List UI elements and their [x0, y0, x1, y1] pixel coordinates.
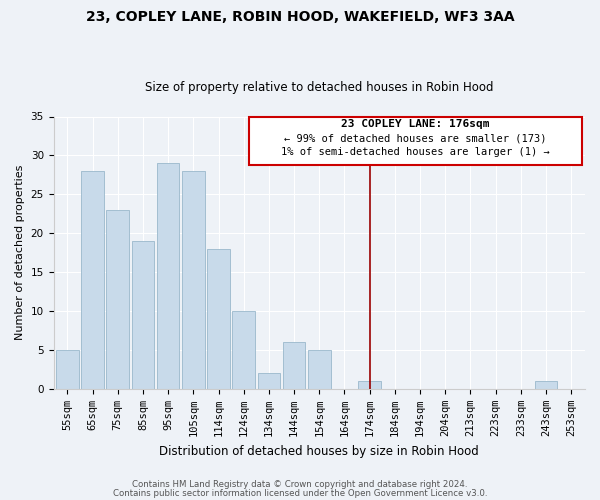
Bar	[157, 163, 179, 389]
Text: Contains HM Land Registry data © Crown copyright and database right 2024.: Contains HM Land Registry data © Crown c…	[132, 480, 468, 489]
X-axis label: Distribution of detached houses by size in Robin Hood: Distribution of detached houses by size …	[160, 444, 479, 458]
Text: ← 99% of detached houses are smaller (173): ← 99% of detached houses are smaller (17…	[284, 134, 547, 143]
Bar	[106, 210, 129, 389]
Bar	[283, 342, 305, 389]
Bar	[308, 350, 331, 389]
Bar	[232, 311, 255, 389]
Bar	[56, 350, 79, 389]
Text: Contains public sector information licensed under the Open Government Licence v3: Contains public sector information licen…	[113, 489, 487, 498]
Text: 23 COPLEY LANE: 176sqm: 23 COPLEY LANE: 176sqm	[341, 120, 490, 130]
Title: Size of property relative to detached houses in Robin Hood: Size of property relative to detached ho…	[145, 82, 494, 94]
Bar	[81, 171, 104, 389]
Bar	[131, 241, 154, 389]
Bar	[257, 374, 280, 389]
FancyBboxPatch shape	[249, 116, 583, 165]
Text: 23, COPLEY LANE, ROBIN HOOD, WAKEFIELD, WF3 3AA: 23, COPLEY LANE, ROBIN HOOD, WAKEFIELD, …	[86, 10, 514, 24]
Text: 1% of semi-detached houses are larger (1) →: 1% of semi-detached houses are larger (1…	[281, 148, 550, 158]
Bar	[358, 381, 381, 389]
Bar	[535, 381, 557, 389]
Y-axis label: Number of detached properties: Number of detached properties	[15, 165, 25, 340]
Bar	[182, 171, 205, 389]
Bar	[207, 249, 230, 389]
